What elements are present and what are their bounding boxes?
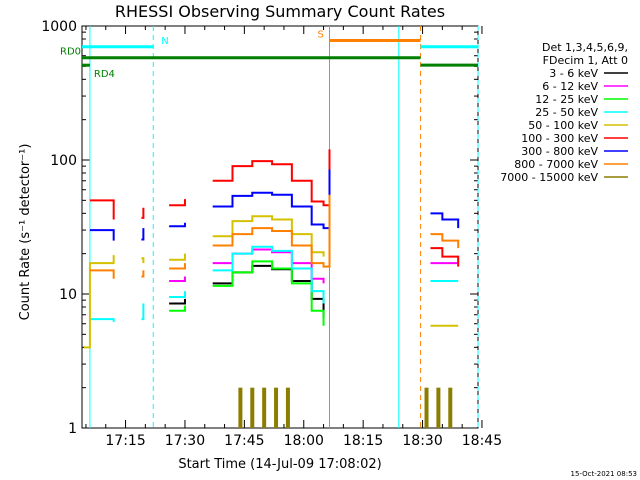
series-line-7 (89, 194, 460, 279)
generated-timestamp: 15-Oct-2021 08:53 (571, 470, 637, 478)
x-tick-label: 18:45 (462, 433, 502, 449)
legend-label-4: 50 - 100 keV (528, 119, 598, 132)
y-tick-label: 100 (50, 153, 77, 169)
legend: Det 1,3,4,5,6,9,FDecim 1, Att 03 - 6 keV… (500, 41, 628, 184)
y-axis-label: Count Rate (s⁻¹ detector⁻¹) (18, 144, 33, 321)
x-axis-label: Start Time (14-Jul-09 17:08:02) (178, 457, 381, 472)
series-line-4 (83, 215, 459, 349)
x-tick-label: 18:15 (343, 433, 383, 449)
legend-label-2: 12 - 25 keV (535, 93, 598, 106)
legend-label-6: 300 - 800 keV (521, 145, 598, 158)
legend-label-1: 6 - 12 keV (542, 80, 598, 93)
series-line-5 (89, 149, 460, 267)
series-line-6 (89, 169, 460, 241)
legend-label-5: 100 - 300 keV (521, 132, 598, 145)
y-tick-label: 1000 (41, 19, 77, 35)
x-tick-label: 17:15 (105, 433, 145, 449)
flag-label-S: S (318, 29, 324, 40)
legend-label-7: 800 - 7000 keV (514, 158, 598, 171)
x-tick-label: 18:00 (284, 433, 324, 449)
flag-label-RD0: RD0 (60, 47, 81, 58)
flag-label-N: N (161, 36, 168, 47)
legend-label-3: 25 - 50 keV (535, 106, 598, 119)
chart-title: RHESSI Observing Summary Count Rates (115, 2, 445, 21)
y-tick-label: 10 (59, 287, 77, 303)
legend-label-0: 3 - 6 keV (549, 67, 598, 80)
legend-label-8: 7000 - 15000 keV (500, 171, 598, 184)
series-line-3 (89, 245, 459, 322)
x-tick-label: 17:30 (165, 433, 205, 449)
series-line-2 (169, 260, 325, 326)
flag-label-RD4: RD4 (94, 69, 115, 80)
plot-area: 17:15 17:30 17:45 18:00 18:15 18:30 18:45 1 10 10… (41, 19, 502, 449)
legend-header-1: FDecim 1, Att 0 (543, 54, 628, 67)
x-tick-label: 17:45 (224, 433, 264, 449)
x-tick-label: 18:30 (402, 433, 442, 449)
y-tick-label: 1 (68, 421, 77, 437)
legend-header-0: Det 1,3,4,5,6,9, (542, 41, 628, 54)
